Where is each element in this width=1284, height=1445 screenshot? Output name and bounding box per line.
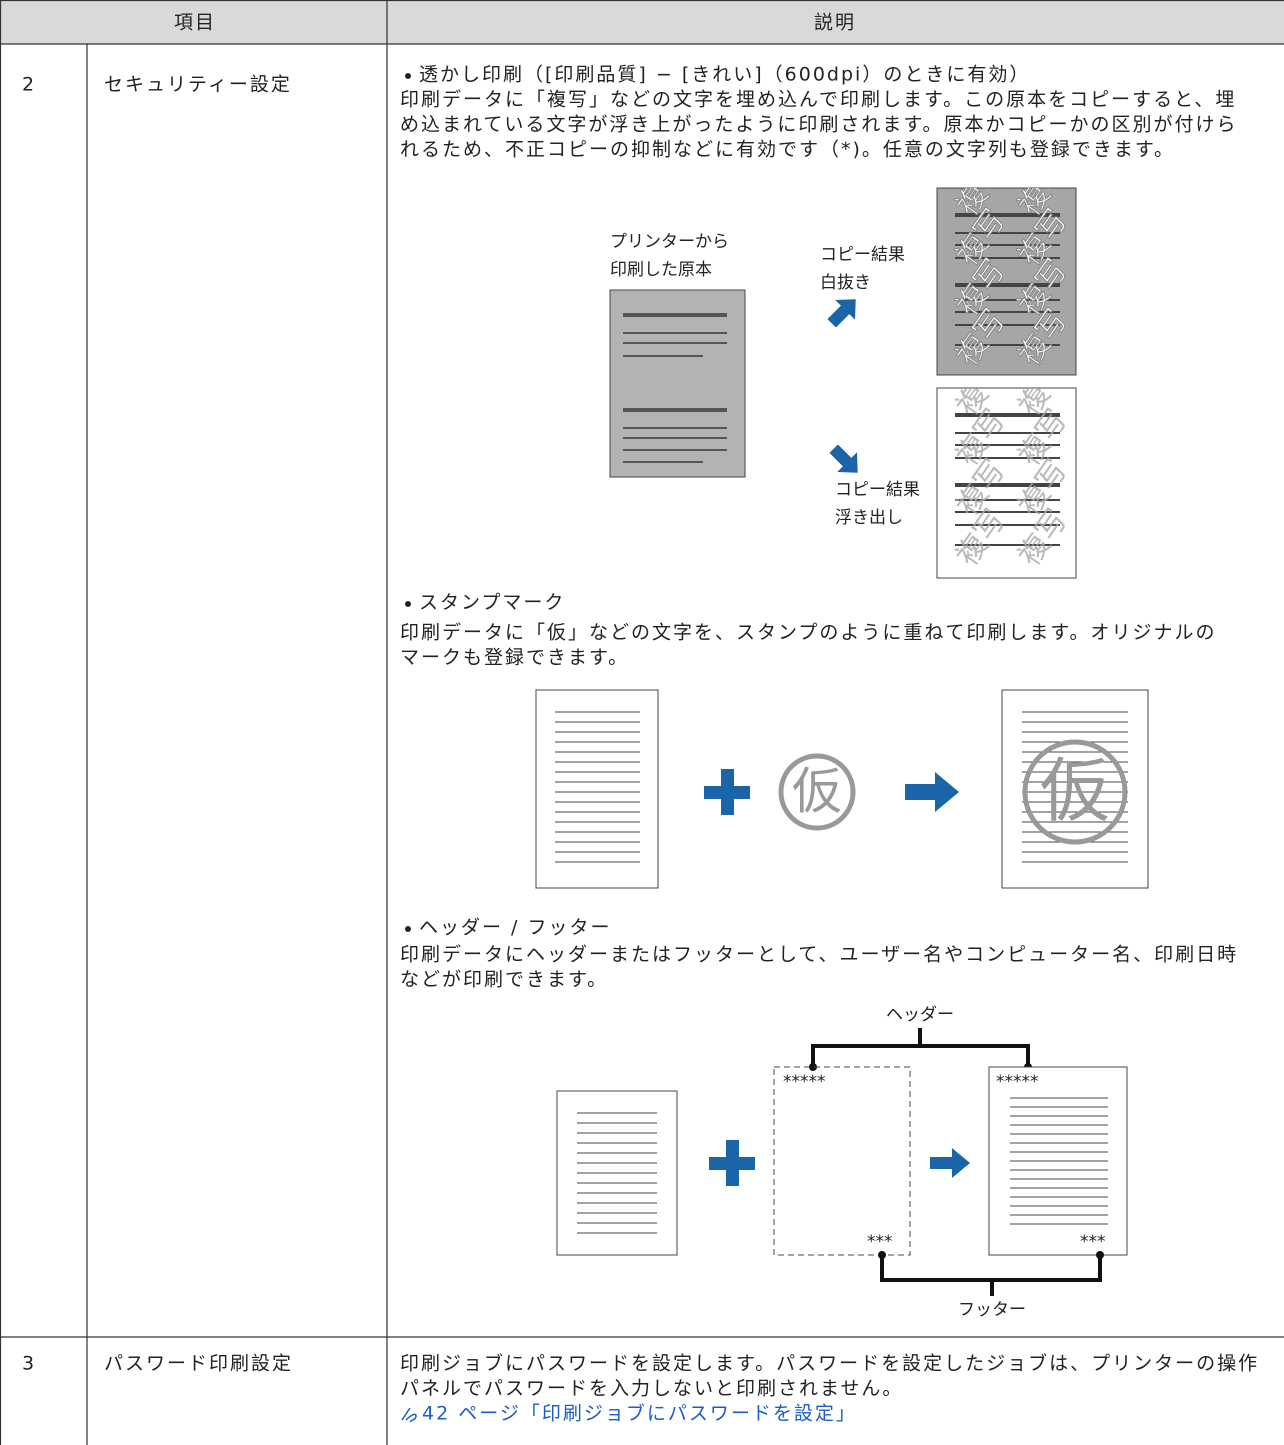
diagram-label: ヘッダー [886, 1005, 954, 1025]
row-number: 3 [22, 1353, 36, 1375]
text-line: め込まれている文字が浮き上がったように印刷されます。原本かコピーかの区別が付けら [400, 114, 1238, 136]
dot [809, 1063, 817, 1071]
page-icon [535, 689, 659, 889]
link-icon [401, 1407, 417, 1423]
bullet-title: 透かし印刷（[印刷品質] − [きれい]（600dpi）のときに有効） [419, 64, 1030, 86]
text-line: 印刷データに「複写」などの文字を埋め込んで印刷します。この原本をコピーすると、埋 [400, 89, 1236, 111]
header-marks: ***** [996, 1072, 1039, 1092]
footer-marks: *** [1080, 1232, 1106, 1252]
header-marks: ***** [783, 1072, 826, 1092]
text-line: れるため、不正コピーの抑制などに有効です（*)。任意の文字列も登録できます。 [400, 139, 1175, 161]
row-item: パスワード印刷設定 [104, 1353, 293, 1375]
header-bg [0, 0, 1284, 44]
text-line: マークも登録できます。 [400, 647, 629, 669]
dot [878, 1251, 886, 1259]
copy-hollow [936, 187, 1077, 376]
header-bracket [811, 1028, 1030, 1067]
header-cell: 項目 [174, 12, 216, 34]
diagram-label: 印刷した原本 [610, 260, 712, 280]
row-item: セキュリティー設定 [104, 74, 292, 96]
template-page [773, 1066, 911, 1256]
arrow [829, 444, 858, 473]
arrow [905, 772, 959, 812]
stamp-text: 仮 [1040, 750, 1110, 832]
bullet [405, 601, 411, 607]
original-page [609, 289, 746, 478]
page-link[interactable]: 42 ページ「印刷ジョブにパスワードを設定」 [422, 1402, 857, 1425]
stamp-circle [1022, 739, 1128, 845]
bullet-title: スタンプマーク [419, 592, 565, 614]
diagram-label: 浮き出し [835, 508, 903, 528]
stamp-text: 仮 [792, 763, 842, 821]
diagram-label: コピー結果 [835, 480, 920, 500]
bullet [405, 926, 411, 932]
arrow [930, 1148, 970, 1178]
diagram-label: 白抜き [820, 273, 871, 293]
diagram-label: プリンターから [610, 232, 729, 252]
text-line: 印刷ジョブにパスワードを設定します。パスワードを設定したジョブは、プリンターの操… [400, 1352, 1259, 1375]
footer-bracket [880, 1255, 1102, 1296]
bullet-title: ヘッダー / フッター [419, 917, 611, 939]
dot [1096, 1251, 1104, 1259]
text-line: などが印刷できます。 [400, 969, 608, 991]
footer-marks: *** [867, 1232, 893, 1252]
diagram-label: コピー結果 [820, 245, 905, 265]
text-line: 印刷データに「仮」などの文字を、スタンプのように重ねて印刷します。オリジナルの [400, 622, 1217, 644]
arrow [827, 299, 856, 328]
stamp-circle [778, 753, 856, 831]
text-line: 印刷データにヘッダーまたはフッターとして、ユーザー名やコンピューター名、印刷日時 [400, 944, 1238, 966]
plus [704, 769, 750, 815]
text-line: パネルでパスワードを入力しないと印刷されません。 [400, 1378, 903, 1400]
row-number: 2 [22, 74, 36, 96]
header-cell: 説明 [814, 12, 856, 34]
diagram-label: フッター [958, 1300, 1026, 1320]
plus [709, 1140, 755, 1186]
bullet [405, 73, 411, 79]
